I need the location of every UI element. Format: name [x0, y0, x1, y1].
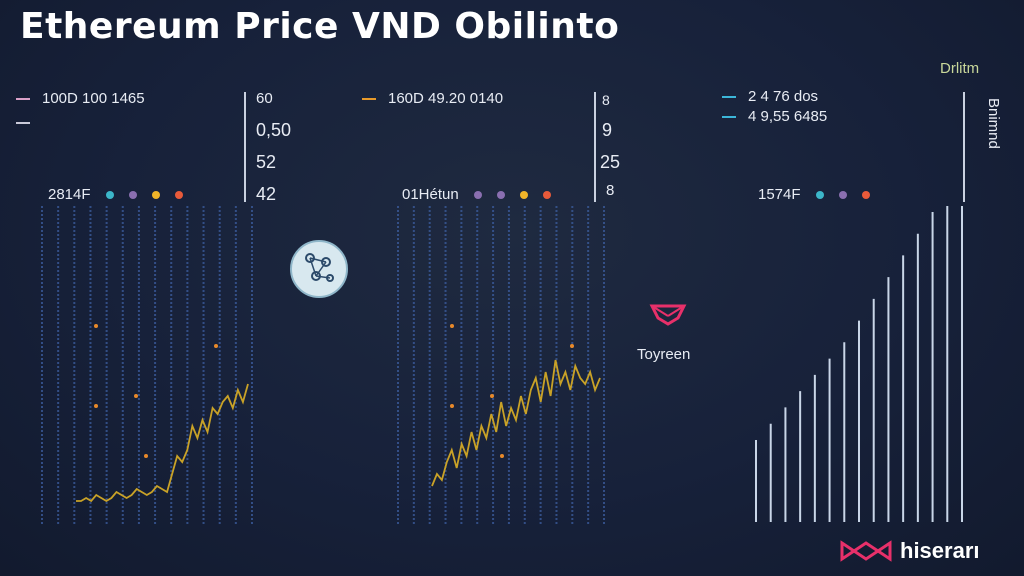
legend-dot	[105, 190, 114, 199]
axis-label: 42	[256, 184, 277, 204]
right-vertical-label: Bnimnd	[985, 98, 1002, 149]
brand-logo-icon	[840, 540, 892, 562]
scatter-dot	[214, 344, 218, 348]
legend-entry: 160D 49.20 0140	[362, 90, 503, 107]
top-right-label: Drlitm	[940, 60, 980, 77]
axis-line	[244, 92, 246, 202]
legend-swatch	[722, 95, 736, 98]
legend-dot	[496, 190, 505, 199]
legend-dot	[473, 190, 482, 199]
axis-label: 9	[602, 120, 613, 140]
scatter-dot	[500, 454, 504, 458]
scatter-dot	[490, 394, 494, 398]
network-coin-icon	[290, 240, 348, 298]
token-label: Toyreen	[637, 346, 691, 363]
scatter-dot	[134, 394, 138, 398]
brand-name: hiserarı	[900, 538, 980, 563]
legend-text: 160D 49.20 0140	[388, 90, 504, 107]
legend-swatch	[16, 122, 30, 124]
legend-entry	[16, 122, 42, 124]
scatter-dot	[450, 324, 454, 328]
axis-label: 8	[606, 182, 615, 199]
series-line	[431, 359, 601, 487]
axis-line	[594, 92, 596, 202]
panel-label-text: 2814F	[48, 186, 91, 203]
axis-label: 60	[256, 90, 273, 107]
panel-label: 2814F	[48, 186, 183, 203]
scatter-dot	[450, 404, 454, 408]
legend-dot	[542, 190, 551, 199]
scatter-dot	[94, 324, 98, 328]
legend-entry: 2 4 76 dos	[722, 88, 818, 105]
axis-label: 8	[602, 92, 610, 108]
scatter-dot	[570, 344, 574, 348]
legend-swatch	[16, 97, 30, 100]
pink-gem-icon	[649, 304, 687, 326]
legend-entry: 100D 100 1465	[16, 90, 145, 107]
line-chart-1	[41, 206, 253, 526]
legend-dot	[151, 190, 160, 199]
panel-label-text: 01Hétun	[402, 186, 459, 203]
panel-label: 01Hétun	[402, 186, 551, 203]
scatter-dot	[94, 404, 98, 408]
legend-entry: 4 9,55 6485	[722, 108, 827, 125]
axis-label: 52	[256, 152, 277, 172]
scatter-dot	[144, 454, 148, 458]
line-chart-2	[397, 206, 605, 526]
series-line	[76, 383, 249, 503]
brand-logo: hiserarı	[840, 538, 980, 564]
page-title: Ethereum Price VND Obilinto	[20, 6, 620, 47]
legend-dot	[174, 190, 183, 199]
legend-swatch	[362, 97, 376, 100]
legend-text: 4 9,55 6485	[748, 108, 828, 125]
legend-dot	[861, 190, 870, 199]
axis-line	[963, 92, 965, 202]
axis-label: 25	[600, 152, 621, 172]
legend-swatch	[722, 115, 736, 118]
panel-label-text: 1574F	[758, 186, 801, 203]
legend-dot	[128, 190, 137, 199]
legend-text: 2 4 76 dos	[748, 88, 819, 105]
legend-text: 100D 100 1465	[42, 90, 145, 107]
panel-label: 1574F	[758, 186, 870, 203]
legend-dot	[838, 190, 847, 199]
legend-dot	[519, 190, 528, 199]
bar-chart-3	[755, 206, 963, 522]
legend-dot	[815, 190, 824, 199]
axis-label: 0,50	[256, 120, 292, 140]
